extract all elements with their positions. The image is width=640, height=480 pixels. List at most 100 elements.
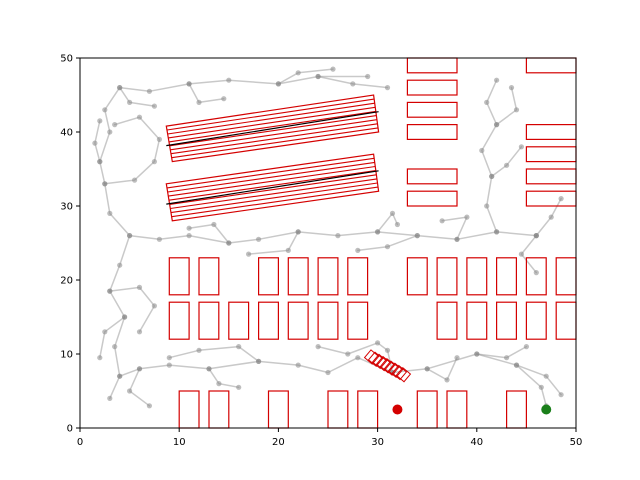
tree-node	[107, 210, 113, 216]
obstacle-box	[406, 168, 458, 185]
small-obstacle	[375, 355, 392, 372]
slanted-obstacle-stripe	[170, 123, 378, 155]
obstacle-box	[168, 301, 190, 340]
tree-layer	[92, 66, 564, 409]
tree-node	[112, 344, 118, 350]
obstacle-box	[406, 257, 428, 296]
slanted-obstacle-stripe	[169, 115, 377, 147]
planned-path-segment	[166, 111, 379, 147]
obstacle-box	[168, 257, 190, 296]
tree-node	[102, 181, 108, 187]
marker-layer	[392, 404, 552, 415]
x-tick-label: 40	[470, 437, 483, 448]
tree-node	[315, 344, 321, 350]
slanted-obstacle-stripe	[167, 102, 375, 135]
tree-node	[166, 362, 172, 368]
small-obstacle	[383, 360, 400, 376]
tree-node	[335, 233, 341, 239]
plot-frame	[79, 57, 577, 429]
obstacle-box	[496, 301, 518, 340]
tree-node	[513, 362, 520, 368]
tree-node	[117, 373, 123, 379]
tree-node	[136, 284, 143, 290]
obstacle-box	[347, 301, 369, 340]
obstacle-box	[496, 257, 518, 296]
x-tick-label: 50	[570, 437, 583, 448]
tree-node	[226, 77, 232, 83]
tree-node	[127, 233, 133, 239]
tree-node	[494, 229, 500, 235]
tree-node	[102, 107, 108, 113]
slanted-obstacle-stripe	[168, 170, 376, 201]
tree-node	[206, 366, 212, 372]
obstacle-box	[198, 301, 220, 340]
tree-node	[151, 103, 157, 109]
obstacle-box	[436, 301, 458, 340]
tree-node	[508, 85, 515, 91]
tree-node	[389, 210, 396, 216]
tree-node	[146, 88, 152, 94]
tree-node	[196, 347, 202, 353]
obstacle-box	[258, 257, 280, 296]
tree-node	[355, 247, 361, 253]
planned-path-segment	[166, 170, 379, 205]
slanted-obstacle-stripe	[170, 119, 377, 151]
tree-node	[236, 384, 242, 390]
tree-node	[454, 236, 460, 242]
tree-node	[518, 144, 525, 150]
tree-node	[558, 392, 564, 398]
tree-node	[325, 369, 331, 376]
obstacle-box	[525, 257, 547, 296]
obstacle-box	[198, 257, 220, 296]
tree-node	[384, 244, 391, 250]
obstacle-box	[406, 190, 458, 207]
tree-node	[196, 99, 202, 105]
tree-node	[186, 81, 192, 87]
tree-node	[548, 214, 554, 220]
tree-node	[538, 384, 544, 390]
tree-branch	[109, 286, 156, 333]
obstacle-box	[466, 301, 488, 340]
tree-node	[489, 173, 495, 179]
tree-node	[211, 221, 217, 228]
tree-node	[275, 81, 281, 87]
slanted-obstacle-stripe	[167, 161, 375, 193]
tree-node	[375, 340, 381, 346]
x-tick-label: 0	[77, 437, 83, 448]
tree-node	[151, 159, 157, 165]
tree-node	[136, 329, 143, 335]
small-obstacle	[391, 364, 408, 381]
tree-node	[256, 236, 262, 242]
tree-node	[117, 85, 123, 91]
tree-node	[315, 73, 321, 80]
tree-node	[151, 303, 157, 309]
small-obstacle	[387, 362, 404, 379]
tree-node	[127, 388, 133, 394]
slanted-obstacle-stripe	[168, 106, 376, 139]
tree-node	[136, 114, 143, 120]
slanted-obstacle-stripe	[168, 110, 376, 143]
tree-branch	[104, 116, 161, 185]
tree-node	[186, 225, 192, 231]
tree-node	[221, 96, 227, 102]
tree-node	[136, 366, 143, 372]
tree-node	[122, 314, 128, 320]
tree-node	[484, 203, 490, 209]
tree-node	[533, 270, 539, 276]
y-tick-label: 0	[67, 424, 73, 435]
tree-node	[295, 70, 301, 76]
tree-node	[107, 129, 113, 135]
tree-node	[494, 77, 500, 83]
obstacle-box	[287, 301, 309, 340]
tree-node	[504, 355, 510, 361]
tree-node	[226, 240, 232, 246]
obstacle-box	[347, 257, 369, 296]
tree-node	[533, 233, 539, 239]
small-obstacle	[395, 366, 412, 383]
tree-node	[107, 288, 113, 294]
tree-node	[513, 107, 520, 113]
tree-node	[236, 344, 242, 350]
tree-node	[97, 118, 103, 124]
tree-node	[558, 196, 564, 202]
tree-node	[166, 355, 172, 361]
